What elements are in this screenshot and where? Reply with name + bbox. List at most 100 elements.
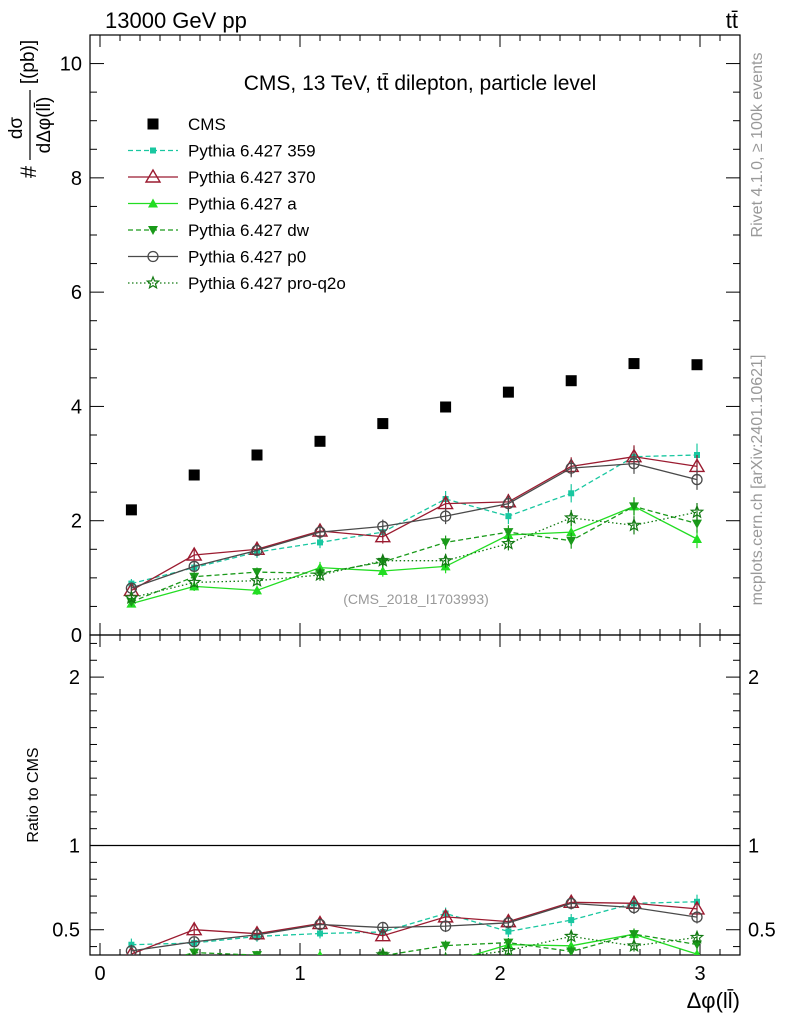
ratio-series-4	[125, 897, 703, 955]
ratio-point	[319, 954, 321, 955]
y-tick-label: 4	[71, 396, 82, 418]
ratio-point	[378, 958, 388, 967]
ratio-point	[502, 917, 515, 929]
data-point	[314, 435, 326, 447]
series-point	[691, 473, 703, 486]
series-point	[377, 566, 388, 575]
series-point	[689, 504, 705, 519]
analysis-watermark: (CMS_2018_I1703993)	[343, 591, 489, 607]
ratio-tick-label-right: 0.5	[748, 920, 776, 942]
ratio-point	[126, 958, 137, 969]
y-tick-label: 6	[71, 282, 82, 304]
ratio-series-2	[252, 928, 701, 976]
ratio-point	[188, 936, 200, 948]
main-series	[123, 358, 706, 608]
series-5	[124, 503, 705, 605]
ylabel-numerator: dσ	[6, 117, 27, 140]
series-point	[249, 573, 265, 587]
series-point	[626, 517, 642, 532]
ratio-point	[629, 930, 639, 940]
series-point	[186, 574, 202, 589]
header-energy-label: 13000 GeV pp	[105, 8, 247, 33]
ylabel-hash: #	[16, 165, 41, 178]
ratio-point	[566, 947, 577, 955]
ratio-point	[505, 928, 512, 935]
data-point	[188, 469, 200, 481]
series-line	[131, 456, 698, 591]
series-point	[374, 528, 392, 543]
ratio-point	[568, 917, 575, 924]
series-point	[317, 539, 323, 546]
legend-label: Pythia 6.427 359	[188, 142, 316, 161]
series-point	[563, 510, 579, 525]
ratio-point	[692, 940, 702, 950]
series-point	[503, 528, 514, 538]
series-point	[375, 553, 391, 567]
ratio-point	[501, 942, 516, 955]
legend-entry: CMS	[147, 115, 226, 134]
legend-marker	[150, 147, 156, 154]
series-point	[251, 544, 263, 557]
legend-marker	[148, 226, 158, 235]
y-tick-label: 8	[71, 168, 82, 190]
ratio-point	[185, 921, 203, 936]
x-axis-label: Δφ(ll̄)	[687, 988, 740, 1013]
main-ylabel: # dσ dΔφ(ll̄) [(pb)]	[6, 40, 55, 178]
ratio-point	[441, 958, 451, 967]
ratio-line	[131, 901, 698, 946]
legend-marker	[145, 275, 161, 290]
legend-entry: Pythia 6.427 370	[128, 168, 316, 187]
ratio-point	[126, 965, 136, 974]
series-point	[252, 585, 262, 595]
ratio-point	[252, 951, 262, 955]
ratio-series-5	[126, 928, 705, 969]
x-tick-label: 3	[694, 963, 705, 985]
series-line	[131, 511, 698, 599]
legend-entry: Pythia 6.427 359	[128, 142, 316, 161]
mcplots-label: mcplots.cern.ch [arXiv:2401.10621]	[749, 355, 766, 606]
legend-label: CMS	[188, 115, 226, 134]
series-line	[131, 454, 698, 585]
ratio-series	[125, 893, 706, 976]
series-point	[314, 526, 326, 538]
series-line	[131, 505, 698, 603]
ratio-point	[626, 938, 642, 953]
series-line	[131, 505, 698, 605]
legend-label: Pythia 6.427 pro-q2o	[188, 274, 346, 293]
ylabel-denominator: dΔφ(ll̄)	[34, 97, 55, 154]
ratio-point	[125, 945, 137, 955]
ratio-frame	[89, 634, 741, 956]
series-point	[438, 553, 453, 567]
ratio-tick-label-left: 0.5	[52, 920, 80, 942]
series-point	[185, 546, 203, 561]
legend-label: Pythia 6.427 p0	[188, 248, 306, 267]
legend-marker	[148, 198, 158, 208]
series-point	[565, 462, 577, 474]
ratio-point	[563, 928, 579, 943]
legend-marker	[144, 168, 162, 183]
legend-marker	[147, 250, 159, 263]
series-point	[377, 520, 389, 533]
ratio-point	[565, 897, 577, 910]
ratio-point	[315, 956, 325, 965]
data-point	[440, 401, 452, 413]
y-tick-label: 0	[71, 625, 82, 647]
series-point	[692, 519, 702, 529]
series-point	[312, 567, 328, 582]
series-point	[566, 527, 577, 537]
ratio-point	[125, 945, 138, 955]
legend-entry: Pythia 6.427 pro-q2o	[128, 274, 346, 293]
series-point	[629, 502, 639, 512]
axes: 0 1 2 3 0 2 4 6 8 10 0.5 0.5 1 1 2 2	[52, 34, 776, 985]
series-point	[440, 538, 451, 548]
x-tick-label: 0	[94, 963, 105, 985]
legend-label: Pythia 6.427 a	[188, 195, 297, 214]
ratio-point	[693, 949, 701, 955]
ratio-ylabel: Ratio to CMS	[25, 747, 42, 842]
ratio-line	[318, 933, 698, 955]
series-point	[502, 497, 515, 510]
data-point	[251, 449, 263, 461]
ratio-point	[314, 918, 326, 931]
ratio-point	[252, 967, 262, 976]
data-point	[628, 358, 640, 370]
